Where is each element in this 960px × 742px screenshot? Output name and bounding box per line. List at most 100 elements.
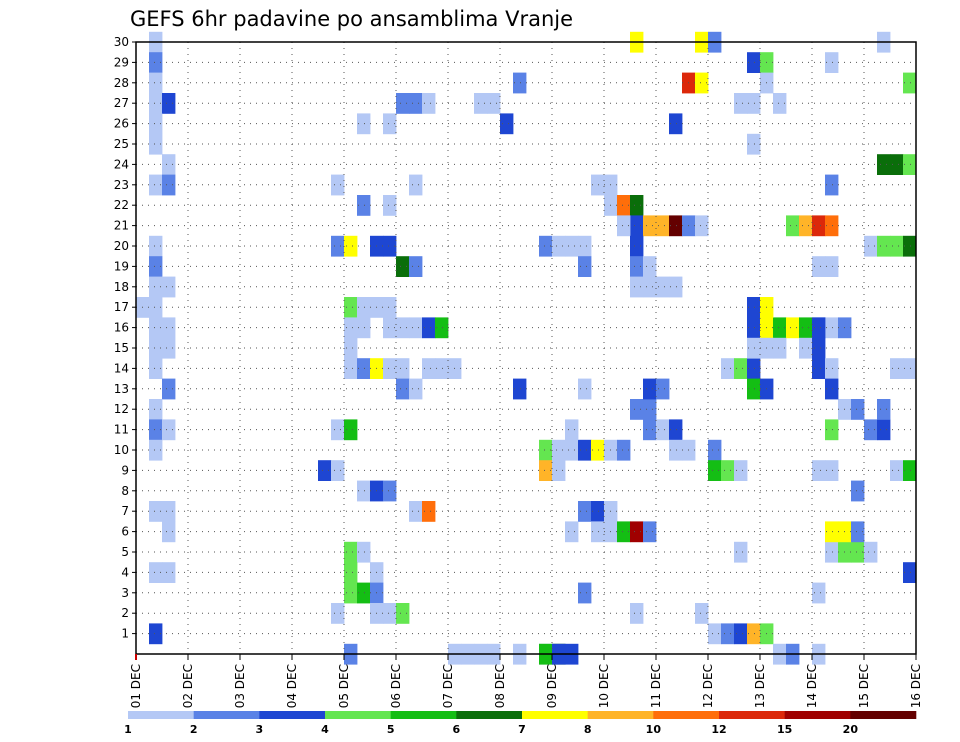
heatmap-cells xyxy=(136,31,917,665)
heatmap-cell xyxy=(565,521,579,543)
y-tick-label: 2 xyxy=(121,606,129,620)
heatmap-cell xyxy=(409,501,423,522)
y-tick-label: 14 xyxy=(114,361,129,375)
heatmap-cell xyxy=(864,235,878,257)
heatmap-cell xyxy=(344,419,358,441)
y-tick-label: 19 xyxy=(114,259,129,273)
heatmap-cell xyxy=(435,358,449,379)
heatmap-cell xyxy=(825,317,839,339)
heatmap-cell xyxy=(344,235,358,257)
heatmap-cell xyxy=(383,297,397,318)
heatmap-cell xyxy=(786,317,800,339)
y-tick-label: 15 xyxy=(114,341,129,355)
heatmap-cell xyxy=(149,501,163,522)
heatmap-cell xyxy=(162,93,176,114)
heatmap-cell xyxy=(643,256,657,277)
heatmap-cell xyxy=(825,460,839,481)
heatmap-cell xyxy=(734,460,748,481)
heatmap-cell xyxy=(747,93,761,114)
heatmap-cell xyxy=(656,215,670,237)
heatmap-cell xyxy=(149,358,163,379)
heatmap-cell xyxy=(357,317,371,339)
heatmap-cell xyxy=(825,378,839,400)
heatmap-cell xyxy=(643,521,657,543)
heatmap-cell xyxy=(552,460,566,481)
heatmap-cell xyxy=(149,337,163,359)
heatmap-cell xyxy=(552,439,566,461)
heatmap-cell xyxy=(630,603,644,624)
x-tick-label: 11 DEC xyxy=(649,664,663,708)
heatmap-cell xyxy=(435,317,449,339)
legend-label: 20 xyxy=(843,723,859,736)
y-tick-label: 6 xyxy=(121,525,129,539)
chart-title: GEFS 6hr padavine po ansamblima Vranje xyxy=(130,7,573,31)
heatmap-cell xyxy=(825,521,839,543)
heatmap-cell xyxy=(331,419,345,441)
legend-label: 12 xyxy=(711,723,726,736)
heatmap-cell xyxy=(409,93,423,114)
heatmap-cell xyxy=(162,521,176,543)
heatmap-cell xyxy=(565,419,579,441)
heatmap-cell xyxy=(799,337,813,359)
x-tick-label: 09 DEC xyxy=(545,664,559,708)
heatmap-cell xyxy=(773,93,787,114)
heatmap-cell xyxy=(513,72,527,94)
heatmap-cell xyxy=(773,317,787,339)
heatmap-cell xyxy=(149,399,163,420)
heatmap-cell xyxy=(357,541,371,563)
x-tick-label: 16 DEC xyxy=(909,664,923,708)
heatmap-cell xyxy=(396,317,410,339)
heatmap-cell xyxy=(747,378,761,400)
heatmap-cell xyxy=(825,419,839,441)
heatmap-cell xyxy=(825,358,839,379)
heatmap-cell xyxy=(149,93,163,114)
heatmap-cell xyxy=(318,460,332,481)
heatmap-cell xyxy=(630,195,644,216)
heatmap-cell xyxy=(578,501,592,522)
heatmap-cell xyxy=(721,358,735,379)
heatmap-cell xyxy=(890,235,904,257)
heatmap-cell xyxy=(656,378,670,400)
legend-swatch xyxy=(259,711,326,719)
heatmap-cell xyxy=(773,337,787,359)
heatmap-cell xyxy=(149,52,163,73)
heatmap-cell xyxy=(331,603,345,624)
y-tick-label: 13 xyxy=(114,382,129,396)
legend-swatch xyxy=(390,711,457,719)
heatmap-cell xyxy=(383,480,397,502)
heatmap-cell xyxy=(331,174,345,196)
heatmap-cell xyxy=(149,439,163,461)
y-tick-label: 23 xyxy=(114,178,129,192)
heatmap-cell xyxy=(630,215,644,237)
legend-swatch xyxy=(522,711,588,719)
y-tick-label: 29 xyxy=(114,55,129,69)
y-tick-label: 21 xyxy=(114,219,129,233)
heatmap-cell xyxy=(864,419,878,441)
heatmap-cell xyxy=(149,256,163,277)
heatmap-cell xyxy=(383,317,397,339)
heatmap-cell xyxy=(422,93,436,114)
heatmap-cell xyxy=(578,256,592,277)
heatmap-cell xyxy=(812,215,826,237)
heatmap-cell xyxy=(422,317,436,339)
heatmap-cell xyxy=(162,501,176,522)
heatmap-cell xyxy=(799,215,813,237)
heatmap-cell xyxy=(812,256,826,277)
heatmap-cell xyxy=(422,358,436,379)
heatmap-cell xyxy=(396,378,410,400)
heatmap-cell xyxy=(357,582,371,604)
x-tick-label: 15 DEC xyxy=(857,664,871,708)
legend-swatch xyxy=(850,711,917,719)
y-tick-label: 8 xyxy=(121,484,129,498)
heatmap-cell xyxy=(903,460,917,481)
heatmap-cell xyxy=(890,358,904,379)
heatmap-cell xyxy=(877,154,891,175)
heatmap-cell xyxy=(708,460,722,481)
heatmap-cell xyxy=(357,113,371,135)
heatmap-cell xyxy=(708,439,722,461)
legend-swatch xyxy=(193,711,260,719)
heatmap-cell xyxy=(747,133,761,155)
heatmap-cell xyxy=(357,195,371,216)
heatmap-cell xyxy=(409,256,423,277)
heatmap-cell xyxy=(578,582,592,604)
